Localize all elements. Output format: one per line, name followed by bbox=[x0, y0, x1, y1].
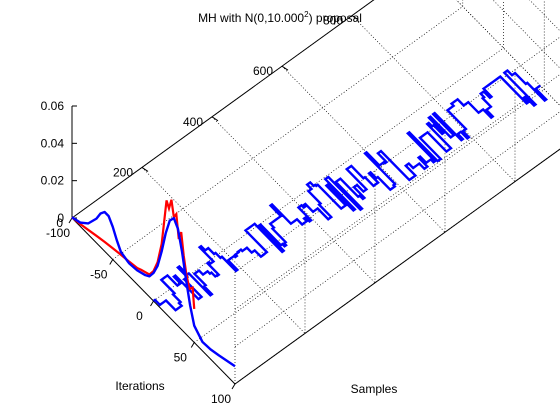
x-tick-mark bbox=[68, 217, 73, 224]
grid-line bbox=[194, 89, 545, 343]
grid-line bbox=[455, 0, 560, 107]
x-tick-label: 0 bbox=[136, 309, 143, 323]
grid-line bbox=[281, 65, 446, 233]
x-tick-label: 50 bbox=[174, 351, 188, 365]
x-tick-mark bbox=[150, 300, 154, 307]
x-tick-label: 100 bbox=[211, 392, 231, 406]
y-tick-mark bbox=[141, 166, 149, 172]
x-tick-mark bbox=[190, 342, 195, 348]
grid-line bbox=[234, 111, 560, 347]
y-tick-mark bbox=[211, 116, 219, 122]
x-axis-label: Samples bbox=[351, 382, 398, 396]
axes-box bbox=[68, 0, 560, 390]
grid-line bbox=[234, 73, 560, 310]
z-tick-label: 0.04 bbox=[41, 136, 65, 150]
chart-title: MH with N(0,10.0002) proposal bbox=[198, 10, 362, 25]
y-tick-label: 0 bbox=[56, 216, 63, 230]
y-axis-label: Iterations bbox=[115, 379, 164, 393]
grid-line bbox=[234, 36, 560, 273]
grid-line bbox=[492, 0, 560, 69]
y-tick-label: 600 bbox=[253, 64, 273, 78]
x-tick-mark bbox=[109, 259, 114, 265]
grid-line bbox=[529, 0, 560, 32]
y-tick-mark bbox=[281, 65, 289, 71]
y-tick-label: 800 bbox=[323, 14, 343, 28]
x-tick-label: -50 bbox=[90, 268, 108, 282]
x-tick-label: -100 bbox=[46, 226, 70, 240]
trace-line bbox=[152, 68, 549, 312]
density-line bbox=[71, 210, 236, 368]
grid-lines bbox=[71, 0, 560, 385]
grid-line bbox=[71, 0, 375, 219]
x-tick-mark bbox=[231, 383, 236, 390]
z-tick-label: 0 bbox=[57, 211, 64, 225]
z-tick-label: 0.02 bbox=[41, 174, 65, 188]
data-layer bbox=[71, 68, 549, 368]
grid-line bbox=[455, 0, 560, 107]
z-tick-label: 0.06 bbox=[41, 99, 65, 113]
tick-labels: -100-500501000200400600800100000.020.040… bbox=[41, 14, 344, 406]
y-axis-back-line bbox=[71, 0, 375, 219]
y-tick-label: 400 bbox=[183, 115, 203, 129]
y-axis-line bbox=[234, 148, 560, 385]
y-tick-mark bbox=[351, 15, 359, 21]
grid-line bbox=[422, 0, 560, 19]
histogram-line bbox=[71, 199, 196, 309]
y-tick-label: 200 bbox=[113, 165, 133, 179]
